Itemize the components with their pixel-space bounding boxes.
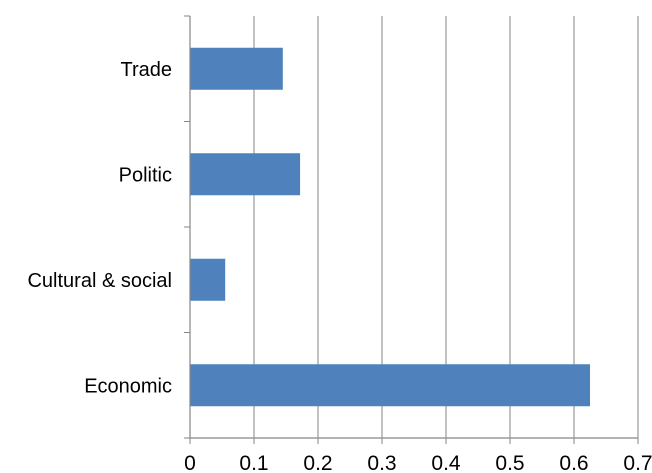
bar-cultural-social (190, 258, 226, 301)
x-tick-label: 0.1 (239, 452, 268, 473)
category-label: Economic (84, 375, 172, 397)
bar-trade (190, 47, 283, 90)
x-tick-label: 0.7 (623, 452, 652, 473)
x-tick-label: 0.2 (303, 452, 332, 473)
bar-politic (190, 153, 301, 196)
category-labels: Trade Politic Cultural & social Economic (27, 59, 172, 398)
axes (184, 15, 639, 444)
x-tick-label: 0.6 (559, 452, 588, 473)
gridlines (253, 16, 639, 438)
x-tick-labels: 0 0.1 0.2 0.3 0.4 0.5 0.6 0.7 (184, 452, 652, 473)
x-tick-label: 0.5 (495, 452, 524, 473)
bar-economic (190, 364, 590, 407)
x-tick-label: 0.4 (431, 452, 461, 473)
category-label: Trade (120, 59, 172, 81)
bars (190, 47, 590, 407)
category-label: Cultural & social (27, 270, 172, 292)
x-tick-label: 0 (184, 452, 196, 473)
category-label: Politic (119, 164, 172, 186)
x-tick-label: 0.3 (367, 452, 396, 473)
